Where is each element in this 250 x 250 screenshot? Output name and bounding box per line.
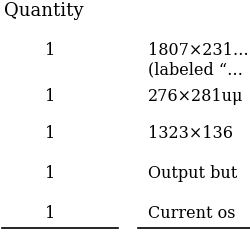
Text: 1: 1 bbox=[45, 88, 55, 105]
Text: 276×281uμ: 276×281uμ bbox=[148, 88, 244, 105]
Text: 1: 1 bbox=[45, 205, 55, 222]
Text: 1: 1 bbox=[45, 125, 55, 142]
Text: 1807×231…
(labeled “…: 1807×231… (labeled “… bbox=[148, 42, 249, 78]
Text: Output but: Output but bbox=[148, 165, 237, 182]
Text: Quantity: Quantity bbox=[4, 2, 84, 20]
Text: 1323×136: 1323×136 bbox=[148, 125, 233, 142]
Text: 1: 1 bbox=[45, 165, 55, 182]
Text: Current os: Current os bbox=[148, 205, 236, 222]
Text: 1: 1 bbox=[45, 42, 55, 59]
